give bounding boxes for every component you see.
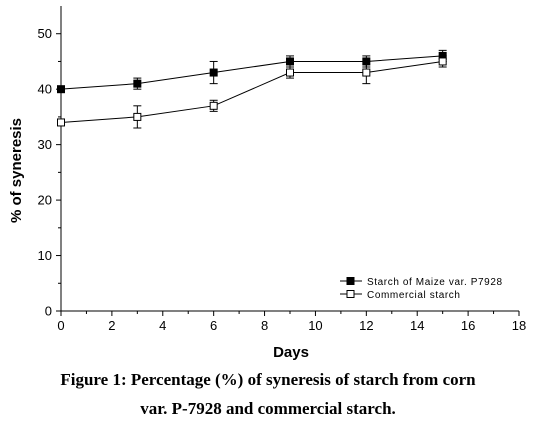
y-tick-label: 10 xyxy=(38,248,52,263)
y-axis-title: % of syneresis xyxy=(8,118,25,223)
x-tick-label: 6 xyxy=(210,318,217,333)
x-tick-label: 8 xyxy=(261,318,268,333)
x-tick-label: 10 xyxy=(308,318,322,333)
syneresis-line-chart: 0 10 20 30 40 50 0 2 4 6 8 10 12 14 16 18 Days % of syn… xyxy=(8,6,526,360)
chart-legend: Starch of Maize var. P7928 Commercial st… xyxy=(340,277,503,301)
figure-caption-line-2: var. P-7928 and commercial starch. xyxy=(140,399,396,418)
x-tick-label: 2 xyxy=(108,318,115,333)
series-2 xyxy=(57,55,447,129)
data-point xyxy=(57,118,65,127)
y-tick-label: 30 xyxy=(38,137,52,152)
data-point xyxy=(362,68,371,77)
series-line xyxy=(60,55,443,90)
data-point xyxy=(438,57,447,66)
data-point xyxy=(133,112,142,121)
legend-marker-series-2 xyxy=(346,290,355,298)
legend-label-series-1: Starch of Maize var. P7928 xyxy=(367,277,503,288)
x-tick-label: 0 xyxy=(57,318,64,333)
y-tick-label: 40 xyxy=(38,82,52,97)
x-tick-label: 18 xyxy=(512,318,526,333)
series-line xyxy=(60,60,443,123)
data-point xyxy=(286,57,294,66)
data-point xyxy=(209,68,218,77)
series-1 xyxy=(57,49,447,94)
data-point xyxy=(286,68,294,77)
chart-axes: 0 10 20 30 40 50 0 2 4 6 8 10 12 14 16 18 xyxy=(38,6,526,333)
data-point xyxy=(209,101,218,110)
data-point xyxy=(133,79,142,88)
y-tick-label: 50 xyxy=(38,26,52,41)
legend-marker-series-1 xyxy=(346,277,355,285)
x-tick-label: 4 xyxy=(159,318,166,333)
y-tick-label: 0 xyxy=(45,304,52,319)
x-tick-label: 12 xyxy=(359,318,373,333)
chart-series xyxy=(57,49,447,129)
legend-label-series-2: Commercial starch xyxy=(367,290,461,301)
figure-caption-line-1: Figure 1: Percentage (%) of syneresis of… xyxy=(60,370,476,389)
data-point xyxy=(57,85,65,94)
x-axis-title: Days xyxy=(273,344,309,360)
x-tick-label: 16 xyxy=(461,318,475,333)
y-tick-label: 20 xyxy=(38,193,52,208)
x-tick-label: 14 xyxy=(410,318,424,333)
